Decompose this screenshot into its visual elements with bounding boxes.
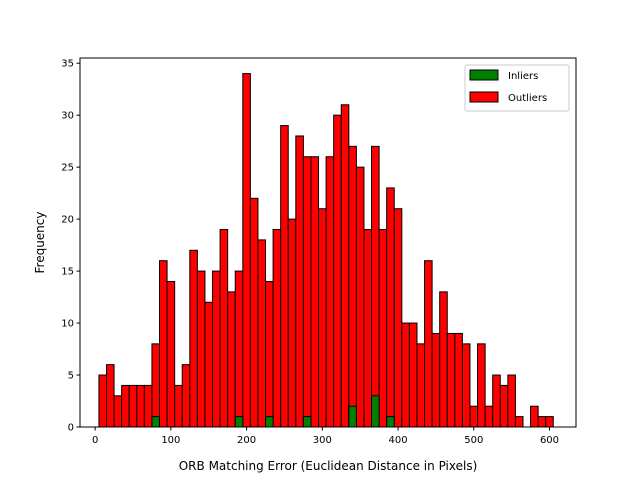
y-tick-label: 25 — [61, 163, 74, 174]
histogram-bars — [98, 73, 554, 428]
outliers-bar — [355, 166, 365, 428]
outliers-bar — [106, 364, 115, 428]
outliers-bar — [340, 104, 350, 428]
inliers-bar — [386, 416, 395, 428]
outliers-bar — [408, 322, 418, 428]
outliers-bar — [159, 260, 168, 428]
outliers-bar — [227, 291, 236, 428]
x-tick-label: 400 — [388, 435, 407, 446]
outliers-bar — [318, 208, 327, 428]
outliers-bar — [234, 270, 244, 428]
outliers-bar — [196, 270, 206, 428]
outliers-bar — [545, 416, 554, 428]
outliers-bar — [143, 384, 153, 428]
outliers-bar — [265, 280, 274, 428]
x-axis-label: ORB Matching Error (Euclidean Distance i… — [179, 459, 478, 473]
outliers-bar — [204, 301, 214, 428]
outliers-bar — [454, 332, 463, 428]
outliers-bar — [287, 218, 297, 428]
outliers-bar — [174, 384, 183, 428]
outliers-bar — [439, 291, 448, 428]
outliers-bar — [537, 416, 547, 428]
x-tick-label: 600 — [540, 435, 559, 446]
y-tick-label: 5 — [68, 371, 74, 382]
outliers-bar — [272, 229, 282, 428]
outliers-bar — [189, 249, 198, 428]
x-tick-label: 300 — [313, 435, 332, 446]
inliers-bar — [151, 416, 161, 428]
outliers-bar — [499, 384, 509, 428]
outliers-bar — [446, 332, 456, 428]
outliers-bar — [333, 114, 342, 428]
x-tick-label: 200 — [237, 435, 256, 446]
outliers-bar — [302, 156, 312, 428]
outliers-bar — [128, 384, 138, 428]
outliers-bar — [348, 145, 357, 428]
outliers-bar — [166, 280, 176, 428]
outliers-bar — [393, 208, 403, 428]
outliers-bar — [401, 322, 410, 428]
y-tick-label: 20 — [61, 215, 74, 226]
x-tick-label: 0 — [92, 435, 98, 446]
outliers-bar — [371, 145, 380, 428]
outliers-bar — [151, 343, 161, 428]
inliers-bar — [234, 416, 244, 428]
legend-label-inliers: Inliers — [508, 71, 538, 82]
outliers-bar — [219, 229, 229, 428]
y-tick-label: 10 — [61, 319, 74, 330]
outliers-bar — [477, 343, 486, 428]
y-tick-label: 0 — [68, 423, 74, 434]
outliers-bar — [98, 374, 108, 428]
y-axis-label: Frequency — [33, 212, 47, 274]
outliers-bar — [424, 260, 433, 428]
outliers-bar — [113, 395, 123, 428]
y-tick-label: 30 — [61, 111, 74, 122]
outliers-bar — [257, 239, 267, 428]
outliers-bar — [431, 332, 441, 428]
outliers-bar — [378, 229, 388, 428]
inliers-bar — [265, 416, 274, 428]
outliers-bar — [507, 374, 516, 428]
outliers-bar — [386, 187, 395, 428]
inliers-bar — [348, 405, 357, 428]
series-outliers — [98, 73, 554, 428]
outliers-bar — [212, 270, 221, 428]
outliers-bar — [514, 416, 524, 428]
outliers-bar — [461, 343, 471, 428]
x-tick-label: 500 — [464, 435, 483, 446]
y-tick-label: 35 — [61, 59, 74, 70]
outliers-bar — [280, 125, 289, 428]
legend: Inliers Outliers — [464, 64, 570, 112]
outliers-bar — [242, 73, 251, 428]
outliers-bar — [121, 384, 130, 428]
inliers-bar — [371, 395, 380, 428]
outliers-bar — [136, 384, 145, 428]
outliers-bar — [249, 197, 259, 428]
y-axis-ticks: 0 5 10 15 20 25 30 35 — [61, 59, 80, 434]
outliers-bar — [530, 405, 539, 428]
outliers-bar — [484, 405, 494, 428]
outliers-bar — [416, 343, 426, 428]
inliers-bar — [302, 416, 312, 428]
x-axis-ticks: 0 100 200 300 400 500 600 — [92, 427, 559, 446]
outliers-bar — [469, 405, 479, 428]
legend-swatch-inliers — [469, 69, 499, 81]
legend-label-outliers: Outliers — [508, 93, 547, 104]
outliers-bar — [310, 156, 320, 428]
outliers-bar — [181, 364, 191, 428]
outliers-bar — [295, 135, 304, 428]
outliers-bar — [363, 229, 373, 428]
outliers-bar — [325, 156, 335, 428]
outliers-bar — [492, 374, 501, 428]
legend-swatch-outliers — [469, 91, 499, 103]
x-tick-label: 100 — [161, 435, 180, 446]
y-tick-label: 15 — [61, 267, 74, 278]
plot-area-frame — [79, 57, 577, 428]
